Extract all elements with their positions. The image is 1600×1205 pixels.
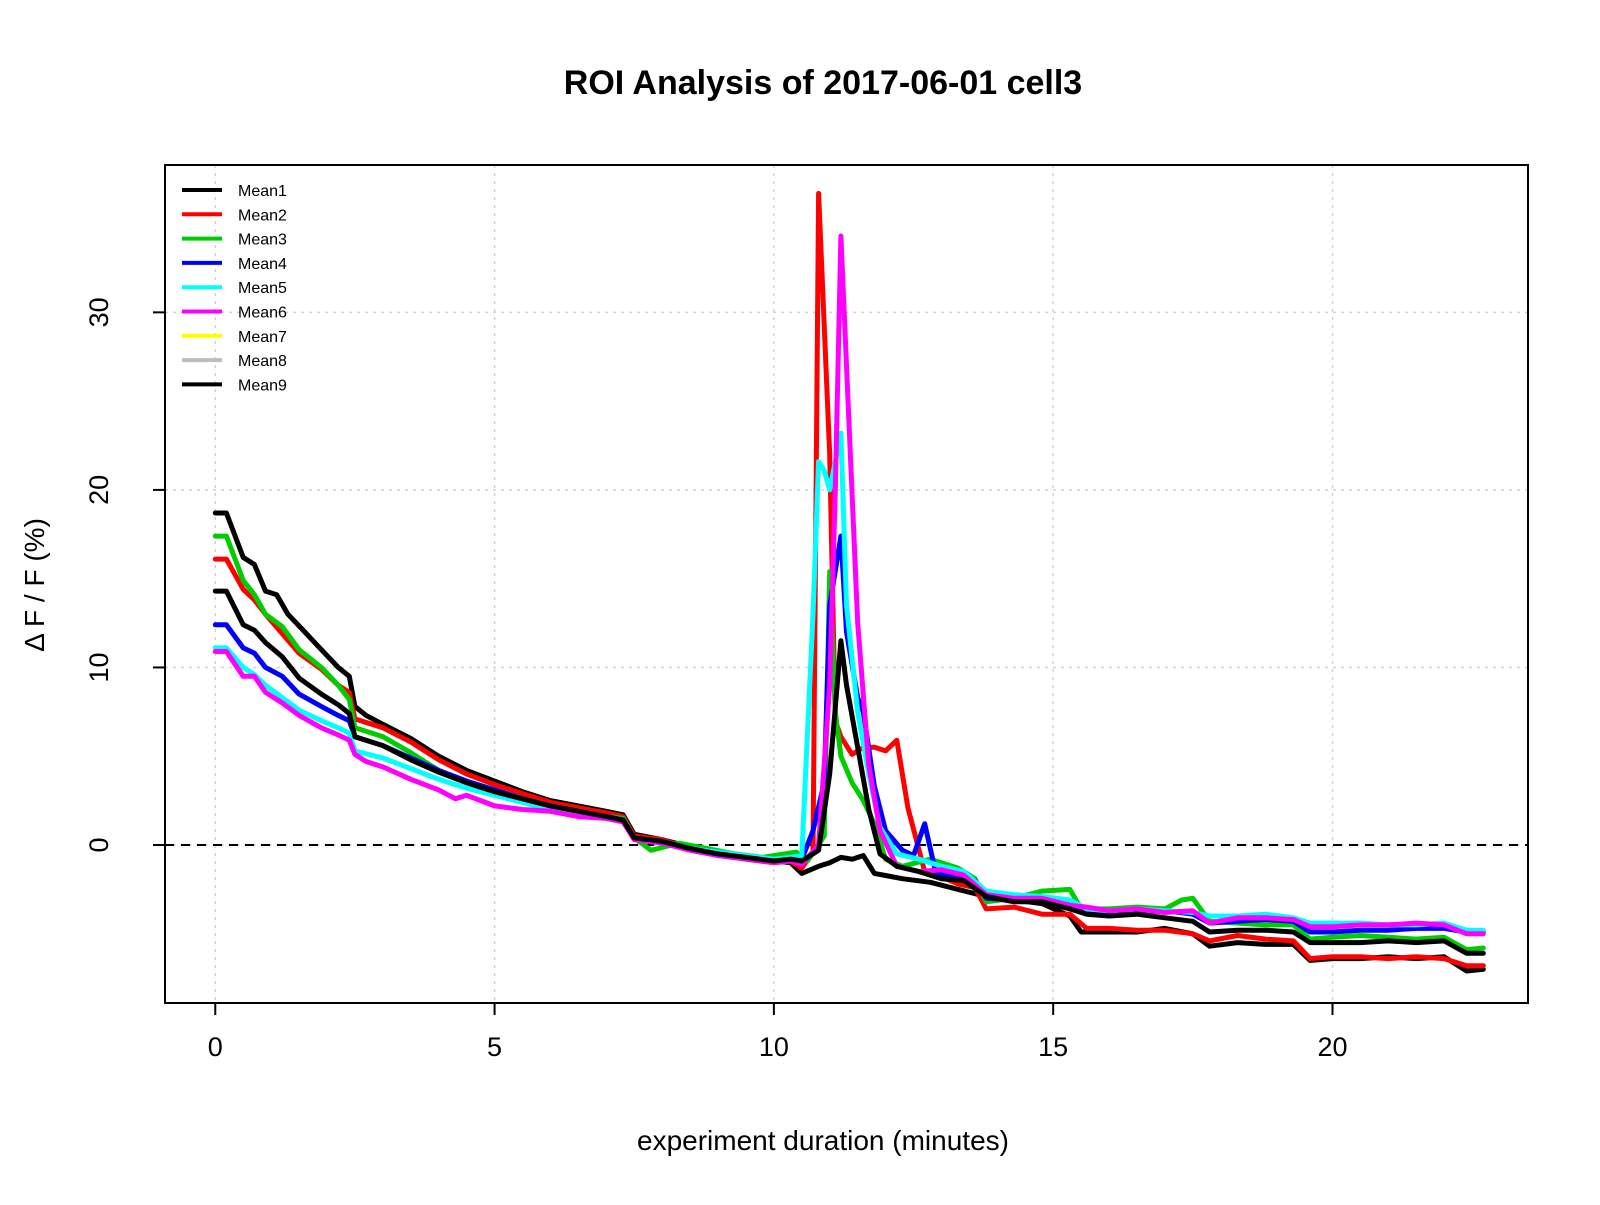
y-axis-title: Δ F / F (%) [19,518,50,652]
x-tick-label: 20 [1317,1032,1347,1062]
y-tick-label: 30 [84,297,114,327]
legend-label: Mean5 [238,280,287,297]
series-line-mean1 [212,510,1486,974]
legend-label: Mean8 [238,353,287,370]
legend-label: Mean1 [238,183,287,200]
legend-label: Mean4 [238,256,287,273]
legend-label: Mean3 [238,232,287,249]
y-tick-label: 20 [84,475,114,505]
x-tick-label: 15 [1038,1032,1068,1062]
series-line-mean6 [212,233,1486,937]
series-lines [212,190,1486,974]
series-line-mean9 [212,588,1486,956]
x-tick-label: 10 [759,1032,789,1062]
legend-label: Mean2 [238,207,287,224]
x-tick-label: 5 [487,1032,502,1062]
y-axis: 0 10 20 30 [84,297,165,853]
plot-frame [164,164,1529,1004]
x-axis: 0 5 10 15 20 [208,1003,1348,1062]
legend-label: Mean6 [238,305,287,322]
x-tick-label: 0 [208,1032,223,1062]
legend-label: Mean7 [238,329,287,346]
y-tick-label: 10 [84,652,114,682]
series-line-mean2 [212,190,1486,969]
y-tick-label: 0 [84,837,114,852]
series-line-mean5 [212,430,1486,933]
series-line-mean3 [212,533,1486,953]
chart-title: ROI Analysis of 2017-06-01 cell3 [564,64,1082,102]
legend: Mean1 Mean2 Mean3 Mean4 Mean5 Mean6 Mean7 Mean8… [182,183,287,394]
legend-label: Mean9 [238,377,287,394]
x-axis-title: experiment duration (minutes) [637,1125,1009,1156]
